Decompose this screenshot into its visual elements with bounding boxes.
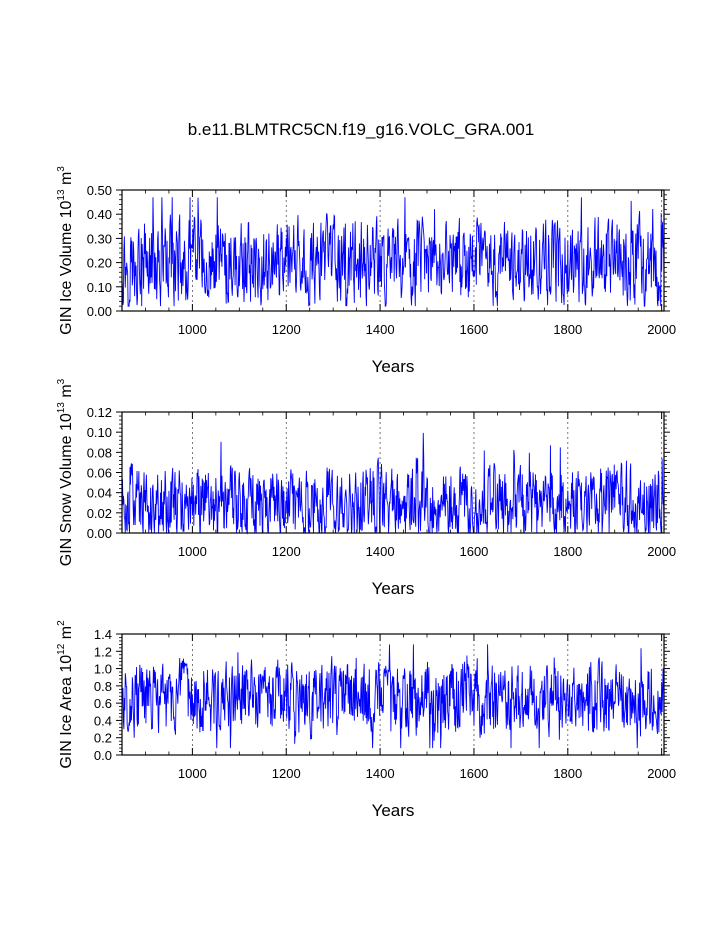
y-label-unit: m (58, 172, 75, 190)
y-tick-label: 0.20 (87, 256, 112, 271)
x-tick-label: 2000 (647, 322, 676, 337)
y-tick-label: 0.0 (94, 748, 112, 763)
chart-panel-3: 1000 1200 1400 1600 1800 2000 0.0 0.2 0.4 0.6 0.8 1… (56, 620, 676, 820)
x-tick-label: 1200 (272, 766, 301, 781)
y-tick-label: 0.40 (87, 207, 112, 222)
y-tick-label: 1.4 (94, 627, 112, 642)
y-label-unit: m (58, 626, 75, 644)
x-tick-label: 1000 (178, 322, 207, 337)
y-label-main: GIN Ice Area 10 (58, 655, 75, 769)
y-tick-label: 0.8 (94, 679, 112, 694)
x-axis-label: Years (372, 801, 415, 820)
y-tick-label: 0.02 (87, 506, 112, 521)
y-axis-label: GIN Ice Area 1012 m2 (56, 620, 75, 769)
x-tick-label: 1600 (459, 544, 488, 559)
x-tick-label: 1800 (553, 766, 582, 781)
x-axis-label: Years (372, 357, 415, 376)
y-tick-label: 0.4 (94, 713, 112, 728)
x-tick-label: 1400 (366, 544, 395, 559)
y-tick-label: 1.0 (94, 662, 112, 677)
x-tick-label: 1800 (553, 322, 582, 337)
y-label-unit-exponent: 3 (56, 166, 67, 172)
y-tick-label: 0.30 (87, 231, 112, 246)
y-label-unit-exponent: 3 (56, 378, 67, 384)
series-line (121, 644, 665, 749)
y-axis-label: GIN Snow Volume 1013 m3 (56, 378, 75, 566)
y-label-unit-exponent: 2 (56, 620, 67, 626)
series-line (121, 197, 665, 307)
y-tick-label: 0.08 (87, 445, 112, 460)
panels: 1000 1200 1400 1600 1800 2000 0.00 0.10 0.20 0.30… (56, 166, 676, 820)
x-tick-label: 2000 (647, 766, 676, 781)
x-tick-label: 1400 (366, 766, 395, 781)
y-label-main: GIN Snow Volume 10 (58, 413, 75, 566)
y-tick-label: 0.00 (87, 526, 112, 541)
x-tick-label: 1600 (459, 766, 488, 781)
x-axis-label: Years (372, 579, 415, 598)
x-tick-label: 1000 (178, 766, 207, 781)
y-tick-label: 0.10 (87, 280, 112, 295)
y-tick-label: 0.6 (94, 696, 112, 711)
y-label-exponent: 13 (56, 189, 67, 201)
plot-frame (121, 633, 665, 756)
y-tick-label: 0.00 (87, 304, 112, 319)
x-tick-label: 1000 (178, 544, 207, 559)
y-tick-label: 0.10 (87, 425, 112, 440)
chart-title: b.e11.BLMTRC5CN.f19_g16.VOLC_GRA.001 (188, 120, 534, 139)
plot-frame (121, 189, 665, 312)
x-tick-label: 1400 (366, 322, 395, 337)
x-tick-label: 1200 (272, 322, 301, 337)
x-tick-label: 1600 (459, 322, 488, 337)
series-line (121, 432, 665, 535)
y-axis-label: GIN Ice Volume 1013 m3 (56, 166, 75, 335)
y-tick-label: 0.06 (87, 466, 112, 481)
y-tick-label: 0.12 (87, 405, 112, 420)
y-tick-label: 0.50 (87, 183, 112, 198)
y-label-unit: m (58, 384, 75, 402)
y-label-exponent: 12 (56, 643, 67, 655)
chart-panel-2: 1000 1200 1400 1600 1800 2000 0.00 0.02 0.04 0.06… (56, 378, 676, 598)
y-label-main: GIN Ice Volume 10 (58, 200, 75, 334)
x-tick-label: 2000 (647, 544, 676, 559)
y-tick-label: 0.04 (87, 486, 112, 501)
chart-panel-1: 1000 1200 1400 1600 1800 2000 0.00 0.10 0.20 0.30… (56, 166, 676, 376)
x-tick-label: 1200 (272, 544, 301, 559)
x-tick-label: 1800 (553, 544, 582, 559)
y-tick-label: 0.2 (94, 731, 112, 746)
y-label-exponent: 13 (56, 402, 67, 414)
y-tick-label: 1.2 (94, 644, 112, 659)
